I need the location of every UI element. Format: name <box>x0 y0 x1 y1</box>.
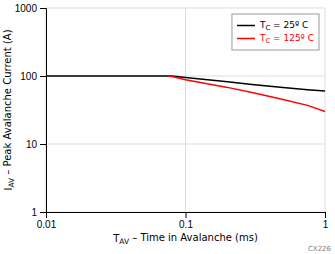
tick-label: 1 <box>323 219 329 230</box>
legend-swatch <box>237 25 255 27</box>
series-line <box>168 76 325 112</box>
x-grid <box>46 8 325 212</box>
chart: 0.010.111101001000TC = 25º CTC = 125º CT… <box>0 0 335 254</box>
tick-mark <box>40 144 46 145</box>
x-tick: 0.01 <box>37 212 57 230</box>
legend-label: TC = 25º C <box>259 20 308 33</box>
grid-line <box>46 144 325 145</box>
y-grid <box>46 8 325 212</box>
x-tick: 0.1 <box>179 212 193 230</box>
legend-swatch <box>237 38 255 40</box>
legend-box <box>232 14 319 50</box>
legend-item: TC = 125º C <box>237 33 314 46</box>
tick-mark <box>40 76 46 77</box>
tick-mark <box>325 212 326 218</box>
tick-mark <box>40 212 46 213</box>
y-axis: 1 10 100 1000 <box>15 3 47 218</box>
x-tick: 1 <box>323 212 329 230</box>
grid-line <box>185 8 186 212</box>
tick-mark <box>40 8 46 9</box>
y-tick: 10 <box>26 139 46 150</box>
axis-line <box>47 213 326 219</box>
legend-item: TC = 25º C <box>237 20 308 33</box>
tick-label: 10 <box>26 139 38 150</box>
y-tick: 1 <box>31 207 46 218</box>
x-axis-title: TAV – Time in Avalanche (ms) <box>112 232 258 246</box>
legend-label: TC = 125º C <box>259 33 314 46</box>
tick-label: 1000 <box>15 3 38 14</box>
tick-label: 0.01 <box>37 219 57 230</box>
series-line <box>46 76 325 91</box>
axis-line <box>40 9 47 213</box>
tick-label: 100 <box>20 71 37 82</box>
grid-line <box>325 8 326 212</box>
lines <box>46 76 325 112</box>
y-tick: 100 <box>20 71 46 82</box>
x-axis: 0.01 0.1 1 <box>37 212 329 230</box>
y-axis-title: IAV – Peak Avalanche Current (A) <box>2 29 16 190</box>
y-tick: 1000 <box>15 3 46 14</box>
legend: TC = 25º CTC = 125º C <box>232 14 319 50</box>
tick-label: 1 <box>31 207 37 218</box>
plot-area: 0.01 0.1 1 1 10 100 1000 TC = 25º CTC = 125º C <box>15 3 329 230</box>
grid-line <box>46 8 325 9</box>
tick-label: 0.1 <box>179 219 193 230</box>
annotation: CX226 <box>308 245 332 253</box>
tick-mark <box>186 212 187 218</box>
